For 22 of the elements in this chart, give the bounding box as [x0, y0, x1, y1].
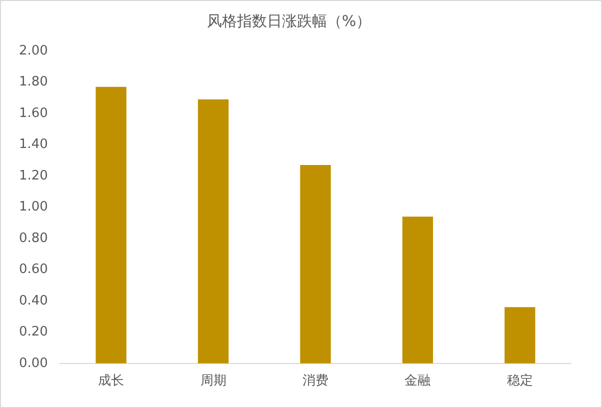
x-tick-label: 金融 — [404, 374, 431, 389]
chart-title: 风格指数日涨跌幅（%） — [206, 12, 372, 30]
bar — [300, 165, 331, 364]
x-tick-label: 成长 — [98, 374, 124, 389]
bar — [402, 216, 434, 364]
y-tick-label: 1.40 — [18, 137, 48, 152]
y-tick-label: 0.20 — [18, 324, 48, 340]
y-tick-label: 1.60 — [18, 106, 48, 121]
bar — [198, 99, 229, 364]
x-tick-label: 周期 — [200, 374, 226, 389]
x-tick-label: 消费 — [302, 374, 328, 389]
y-tick-label: 1.80 — [18, 74, 48, 90]
y-tick-label: 2.00 — [18, 43, 48, 58]
y-tick-label: 0.00 — [18, 356, 48, 371]
bar — [504, 307, 536, 364]
y-tick-label: 0.40 — [18, 293, 48, 308]
y-tick-label: 1.00 — [18, 200, 48, 215]
y-tick-label: 1.20 — [18, 168, 48, 184]
bar — [96, 86, 126, 364]
y-tick-label: 0.80 — [18, 230, 48, 246]
x-tick-label: 稳定 — [506, 374, 533, 389]
y-tick-label: 0.60 — [18, 262, 48, 278]
